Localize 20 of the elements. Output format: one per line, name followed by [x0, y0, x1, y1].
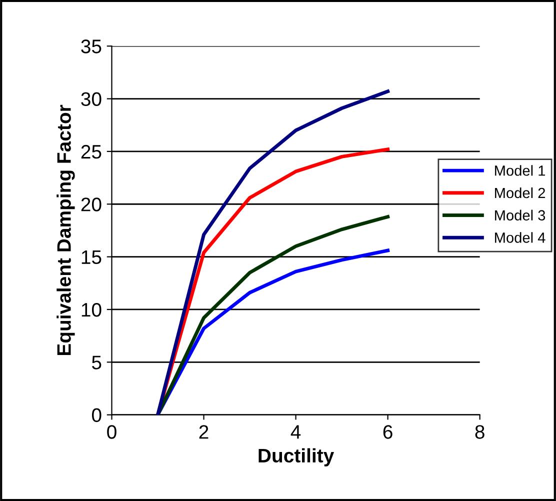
y-tick-label: 5 [92, 356, 102, 370]
legend-label: Model 1 [495, 165, 546, 176]
legend-label: Model 4 [495, 232, 546, 243]
legend-label: Model 3 [495, 210, 546, 220]
y-tick-label: 0 [92, 408, 102, 422]
x-tick-label: 2 [199, 425, 208, 439]
y-tick-label: 35 [81, 40, 102, 54]
y-tick-label: 10 [82, 302, 102, 317]
line-series [156, 90, 390, 415]
y-tick-label: 20 [81, 198, 102, 212]
y-axis-title: Equivalent Damping Factor [56, 104, 75, 356]
legend-label: Model 2 [495, 187, 545, 198]
x-tick-label: 4 [290, 425, 301, 439]
x-axis-title: Ductility [258, 448, 334, 466]
y-tick-label: 15 [82, 250, 102, 264]
x-tick-label: 8 [475, 425, 484, 439]
y-tick-label: 30 [81, 92, 102, 106]
y-tick-label: 25 [81, 144, 102, 159]
x-tick-label: 0 [107, 425, 116, 439]
x-tick-label: 6 [383, 425, 392, 439]
